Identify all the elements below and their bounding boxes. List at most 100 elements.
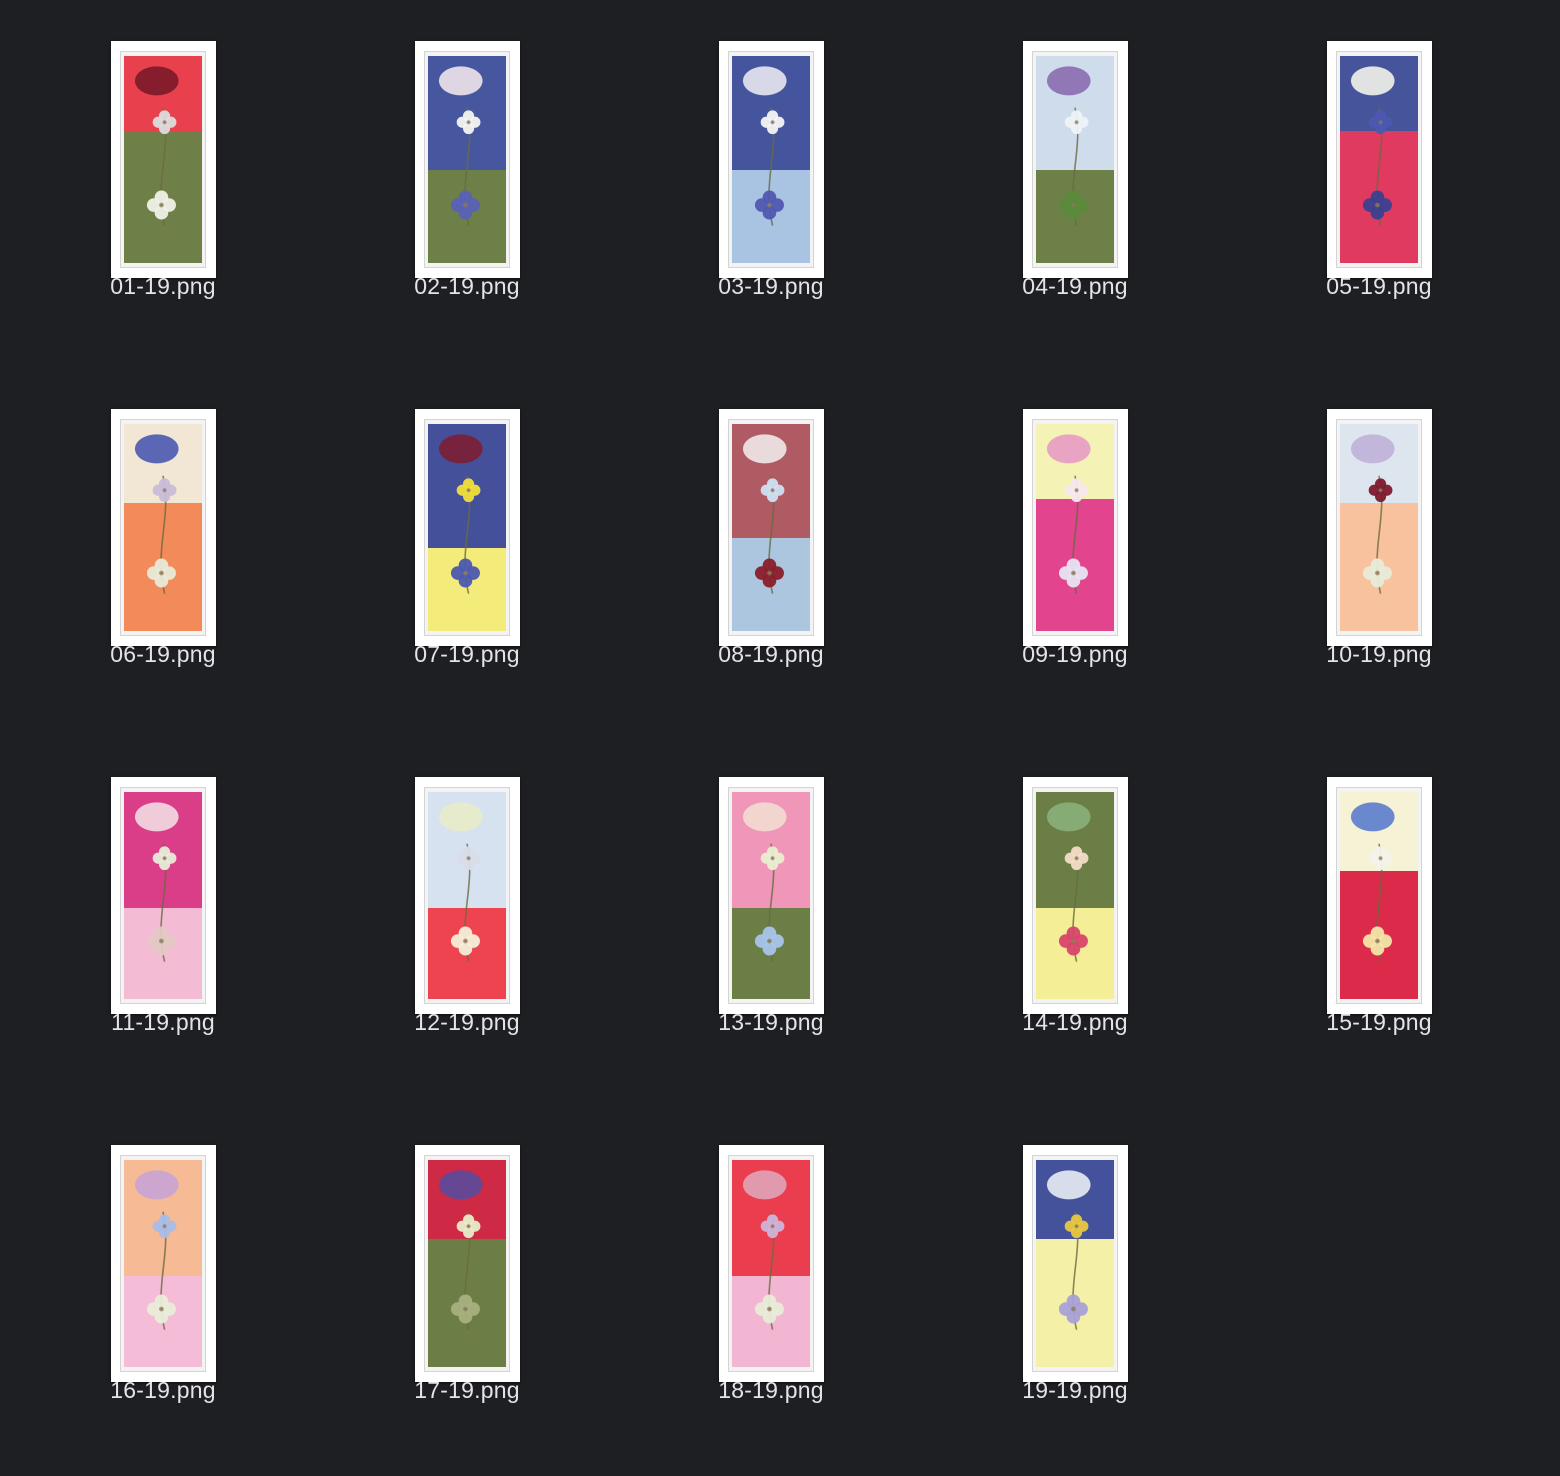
- file-name-label[interactable]: 17-19.png: [414, 1377, 520, 1403]
- file-thumbnail[interactable]: [415, 777, 520, 1014]
- file-item[interactable]: 11-19.png: [0, 736, 304, 1066]
- file-thumbnail[interactable]: [719, 1145, 824, 1382]
- file-item[interactable]: 17-19.png: [304, 1104, 608, 1434]
- file-item[interactable]: 06-19.png: [0, 368, 304, 698]
- file-thumbnail[interactable]: [1023, 409, 1128, 646]
- petal-shape: [438, 802, 483, 832]
- file-name-label[interactable]: 09-19.png: [1022, 641, 1128, 667]
- petal-shape: [742, 434, 787, 464]
- pressed-flower-artwork: [1340, 792, 1418, 999]
- petal-shape: [438, 1170, 483, 1200]
- flower-blossom: [456, 110, 481, 135]
- flower-blossom: [760, 478, 785, 503]
- file-name-label[interactable]: 12-19.png: [414, 1009, 520, 1035]
- pressed-flower-artwork: [428, 424, 506, 631]
- file-item[interactable]: 02-19.png: [304, 0, 608, 330]
- flower-blossom: [146, 190, 176, 220]
- file-item[interactable]: 03-19.png: [608, 0, 912, 330]
- petal-shape: [1046, 434, 1091, 464]
- petal-shape: [1046, 1170, 1091, 1200]
- file-thumbnail[interactable]: [1023, 777, 1128, 1014]
- pressed-flower-artwork: [732, 56, 810, 263]
- file-name-label[interactable]: 13-19.png: [718, 1009, 824, 1035]
- file-thumbnail[interactable]: [415, 41, 520, 278]
- file-thumbnail[interactable]: [1023, 1145, 1128, 1382]
- petal-shape: [134, 1170, 179, 1200]
- file-item[interactable]: 10-19.png: [1216, 368, 1520, 698]
- flower-blossom: [1368, 846, 1393, 871]
- file-name-label[interactable]: 18-19.png: [718, 1377, 824, 1403]
- file-thumbnail[interactable]: [415, 409, 520, 646]
- pressed-flower-artwork: [732, 1160, 810, 1367]
- file-item[interactable]: 12-19.png: [304, 736, 608, 1066]
- file-thumbnail[interactable]: [415, 1145, 520, 1382]
- thumbnail-mat: [1336, 419, 1422, 636]
- file-name-label[interactable]: 06-19.png: [110, 641, 216, 667]
- file-thumbnail[interactable]: [1327, 41, 1432, 278]
- file-item[interactable]: 14-19.png: [912, 736, 1216, 1066]
- file-name-label[interactable]: 14-19.png: [1022, 1009, 1128, 1035]
- file-thumbnail[interactable]: [111, 409, 216, 646]
- file-item[interactable]: 07-19.png: [304, 368, 608, 698]
- file-name-label[interactable]: 01-19.png: [110, 273, 216, 299]
- file-item[interactable]: 08-19.png: [608, 368, 912, 698]
- file-item[interactable]: 18-19.png: [608, 1104, 912, 1434]
- flower-blossom: [760, 1214, 785, 1239]
- thumbnail-mat: [424, 787, 510, 1004]
- file-thumbnail[interactable]: [1023, 41, 1128, 278]
- flower-blossom: [450, 558, 480, 588]
- flower-blossom: [152, 478, 177, 503]
- file-name-label[interactable]: 02-19.png: [414, 273, 520, 299]
- file-name-label[interactable]: 15-19.png: [1326, 1009, 1432, 1035]
- file-item[interactable]: 16-19.png: [0, 1104, 304, 1434]
- flower-blossom: [146, 558, 176, 588]
- file-name-label[interactable]: 07-19.png: [414, 641, 520, 667]
- flower-blossom: [1064, 110, 1089, 135]
- file-name-label[interactable]: 08-19.png: [718, 641, 824, 667]
- flower-blossom: [1058, 190, 1088, 220]
- petal-shape: [742, 802, 787, 832]
- flower-blossom: [450, 1294, 480, 1324]
- file-thumbnail[interactable]: [1327, 409, 1432, 646]
- file-name-label[interactable]: 03-19.png: [718, 273, 824, 299]
- file-item[interactable]: 04-19.png: [912, 0, 1216, 330]
- thumbnail-mat: [1336, 787, 1422, 1004]
- file-name-label[interactable]: 05-19.png: [1326, 273, 1432, 299]
- pressed-flower-artwork: [732, 424, 810, 631]
- petal-shape: [742, 1170, 787, 1200]
- file-name-label[interactable]: 19-19.png: [1022, 1377, 1128, 1403]
- petal-shape: [1350, 802, 1395, 832]
- pressed-flower-artwork: [428, 792, 506, 999]
- petal-shape: [134, 66, 179, 96]
- thumbnail-mat: [424, 419, 510, 636]
- file-item[interactable]: 05-19.png: [1216, 0, 1520, 330]
- file-item[interactable]: 01-19.png: [0, 0, 304, 330]
- file-thumbnail[interactable]: [111, 777, 216, 1014]
- pressed-flower-artwork: [1340, 56, 1418, 263]
- file-thumbnail[interactable]: [111, 1145, 216, 1382]
- file-name-label[interactable]: 11-19.png: [111, 1009, 215, 1035]
- file-item[interactable]: 19-19.png: [912, 1104, 1216, 1434]
- flower-blossom: [456, 478, 481, 503]
- petal-shape: [1350, 66, 1395, 96]
- file-thumbnail[interactable]: [719, 409, 824, 646]
- file-item[interactable]: 13-19.png: [608, 736, 912, 1066]
- file-item[interactable]: 15-19.png: [1216, 736, 1520, 1066]
- file-name-label[interactable]: 16-19.png: [110, 1377, 216, 1403]
- flower-blossom: [1368, 478, 1393, 503]
- flower-blossom: [1368, 110, 1393, 135]
- flower-blossom: [1058, 558, 1088, 588]
- file-thumbnail[interactable]: [719, 41, 824, 278]
- flower-blossom: [1058, 1294, 1088, 1324]
- file-thumbnail[interactable]: [1327, 777, 1432, 1014]
- file-thumbnail[interactable]: [111, 41, 216, 278]
- pressed-flower-artwork: [428, 1160, 506, 1367]
- flower-blossom: [152, 1214, 177, 1239]
- file-thumbnail[interactable]: [719, 777, 824, 1014]
- pressed-flower-artwork: [124, 424, 202, 631]
- flower-blossom: [1064, 846, 1089, 871]
- file-name-label[interactable]: 10-19.png: [1326, 641, 1432, 667]
- file-item[interactable]: 09-19.png: [912, 368, 1216, 698]
- file-name-label[interactable]: 04-19.png: [1022, 273, 1128, 299]
- petal-shape: [1350, 434, 1395, 464]
